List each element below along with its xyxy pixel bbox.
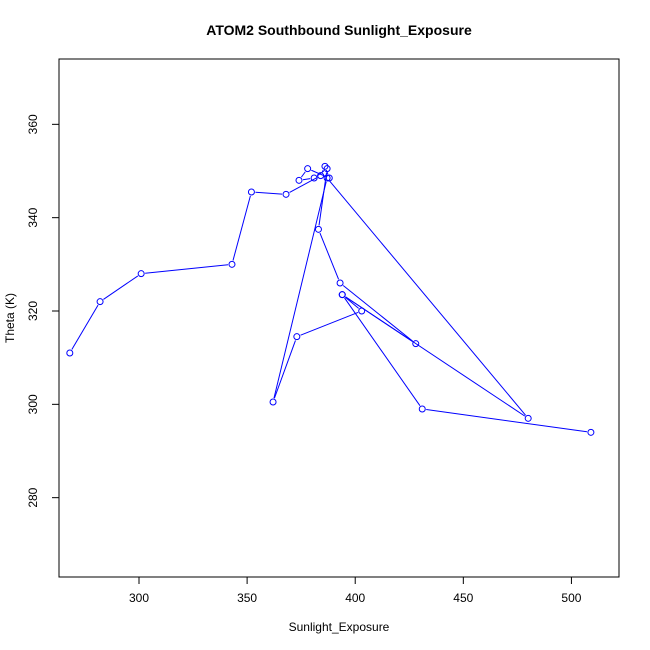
y-tick-label: 280 (26, 487, 40, 507)
data-point (336, 279, 344, 287)
data-point (358, 307, 366, 315)
data-point (323, 174, 331, 182)
data-point (587, 428, 595, 436)
series-segment (145, 264, 229, 274)
data-point (338, 291, 346, 299)
series-segment (344, 296, 359, 309)
x-tick-label: 500 (561, 591, 581, 605)
data-point (317, 172, 325, 180)
series-segment (319, 232, 340, 280)
data-point (96, 298, 104, 306)
series-segment (273, 181, 327, 399)
x-tick-label: 400 (345, 591, 365, 605)
data-point (321, 162, 329, 170)
data-point (228, 260, 236, 268)
data-point (325, 174, 333, 182)
series-segment (255, 191, 283, 195)
series-layer (66, 162, 595, 436)
data-point (295, 176, 303, 184)
y-tick-label: 320 (26, 301, 40, 321)
series-segment (317, 170, 325, 177)
y-tick-label: 300 (26, 394, 40, 414)
y-tick-label: 340 (26, 207, 40, 227)
data-point (293, 333, 301, 341)
x-axis: 300 350 400 450 500 (129, 576, 582, 605)
series-segment (289, 177, 318, 193)
x-tick-label: 350 (237, 591, 257, 605)
series-segment (426, 409, 587, 433)
y-axis: 280 300 320 340 360 (26, 114, 60, 508)
series-segment (300, 312, 359, 336)
data-point (137, 270, 145, 278)
data-point (282, 190, 290, 198)
y-axis-label: Theta (K) (3, 293, 17, 343)
series-segment (71, 304, 99, 350)
data-point (269, 398, 277, 406)
series-segment (103, 275, 139, 300)
series-segment (232, 195, 251, 261)
series-segment (345, 296, 526, 417)
data-point (524, 414, 532, 422)
x-tick-label: 450 (453, 591, 473, 605)
data-point (323, 165, 331, 173)
series-segment (344, 297, 421, 407)
x-tick-label: 300 (129, 591, 149, 605)
series-segment (329, 180, 527, 416)
series-segment (300, 171, 306, 178)
data-point (314, 225, 322, 233)
data-point (418, 405, 426, 413)
data-point (310, 174, 318, 182)
series-segment (273, 340, 296, 399)
y-tick-label: 360 (26, 114, 40, 134)
series-segment (302, 178, 311, 181)
data-point (66, 349, 74, 357)
x-axis-label: Sunlight_Exposure (289, 620, 390, 634)
series-segment (342, 285, 413, 342)
data-point (247, 188, 255, 196)
series-segment (318, 172, 328, 226)
data-point (304, 165, 312, 173)
plot-frame (58, 58, 620, 578)
chart-title: ATOM2 Southbound Sunlight_Exposure (206, 22, 472, 38)
data-point (412, 340, 420, 348)
